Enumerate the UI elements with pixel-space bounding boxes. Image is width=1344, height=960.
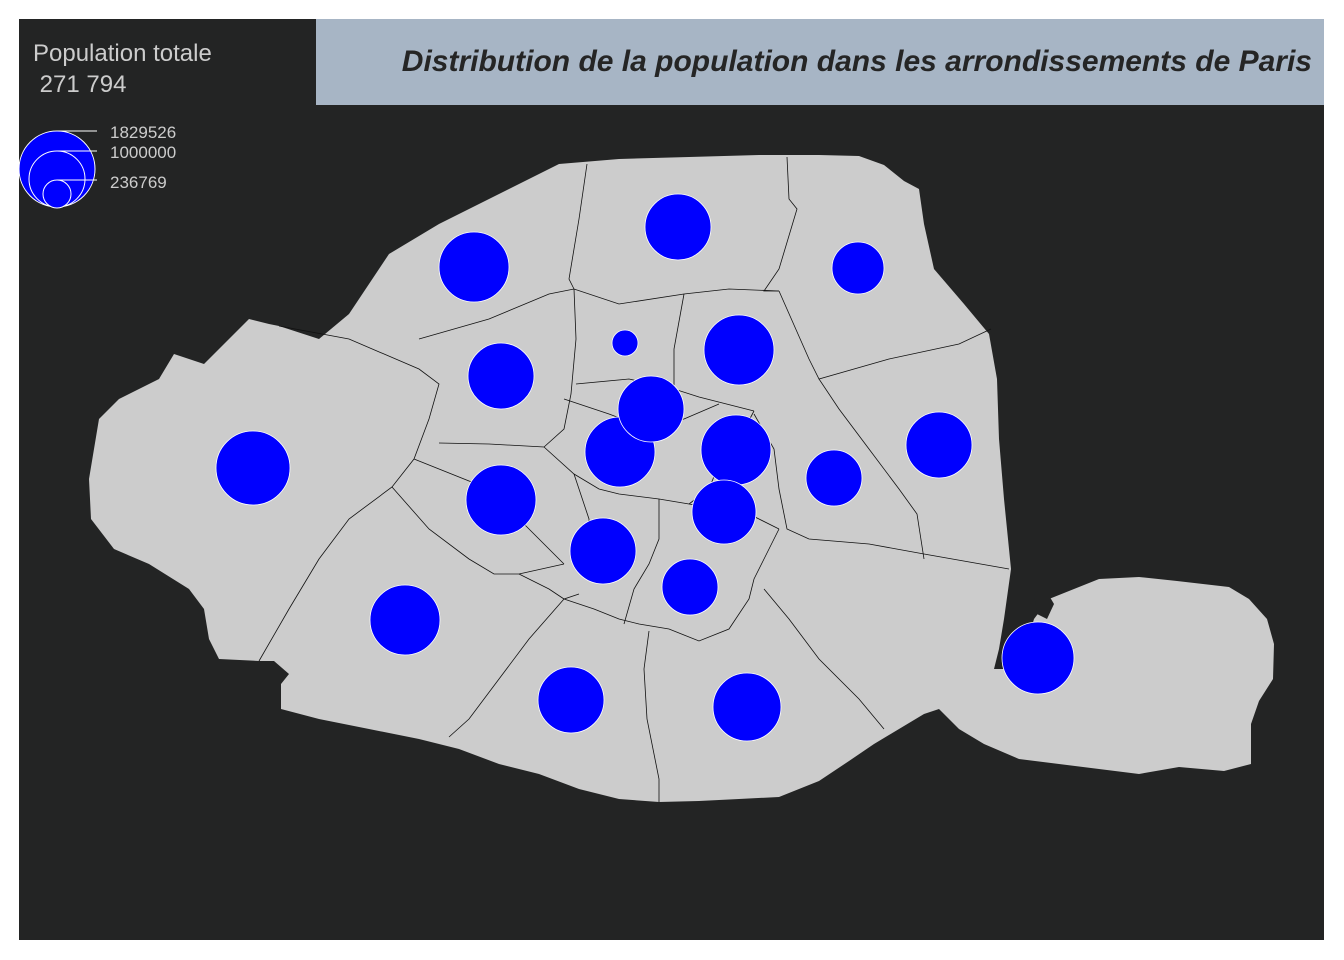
boundary-line — [438, 288, 577, 448]
map-frame: Distribution de la population dans les a… — [19, 19, 1324, 940]
boundary-line — [763, 156, 798, 292]
boundary-line — [418, 288, 780, 340]
paris-map: 1829526 1000000 236769 — [19, 123, 1274, 802]
legend-title-label: Population totale — [33, 40, 212, 67]
population-circle — [617, 375, 685, 443]
population-circle — [215, 430, 291, 506]
population-circle — [369, 584, 441, 656]
boundary-line — [623, 499, 660, 625]
map-title: Distribution de la population dans les a… — [401, 45, 1312, 78]
east-island-notch — [1034, 587, 1054, 619]
boundary-line — [518, 573, 580, 600]
boundary-line — [563, 528, 780, 642]
population-circle — [467, 342, 535, 410]
boundary-line — [568, 163, 588, 290]
population-circle — [611, 329, 639, 357]
legend-value-medium: 1000000 — [110, 143, 176, 162]
boundary-line — [448, 598, 565, 738]
population-circle — [537, 666, 605, 734]
population-circle — [569, 517, 637, 585]
population-circle — [712, 672, 782, 742]
boundary-line — [391, 486, 565, 575]
boundary-line — [778, 290, 992, 380]
legend-total-value: 271 794 — [39, 71, 127, 98]
population-circle — [905, 411, 973, 479]
population-circle — [465, 464, 537, 536]
population-circle — [703, 314, 775, 386]
legend-value-small: 236769 — [110, 173, 167, 192]
population-circle — [700, 414, 772, 486]
title-band: Distribution de la population dans les a… — [316, 19, 1324, 105]
boundary-line — [543, 446, 660, 500]
boundary-line — [753, 413, 1010, 570]
boundary-line — [818, 378, 925, 560]
population-circle — [438, 231, 510, 303]
size-legend: 1829526 1000000 236769 — [19, 123, 176, 209]
boundary-line — [643, 630, 660, 802]
arrondissement-boundaries — [258, 156, 1010, 802]
legend-circle-small — [42, 179, 72, 209]
boundary-line — [763, 588, 885, 730]
population-circle — [805, 449, 863, 507]
population-circles — [215, 193, 1075, 742]
population-circle — [831, 241, 885, 295]
legend-title: Population totale 271 794 — [33, 38, 212, 100]
population-circle — [1001, 621, 1075, 695]
population-circle — [644, 193, 712, 261]
population-circle — [691, 479, 757, 545]
population-circle — [661, 558, 719, 616]
legend-value-large: 1829526 — [110, 123, 176, 142]
